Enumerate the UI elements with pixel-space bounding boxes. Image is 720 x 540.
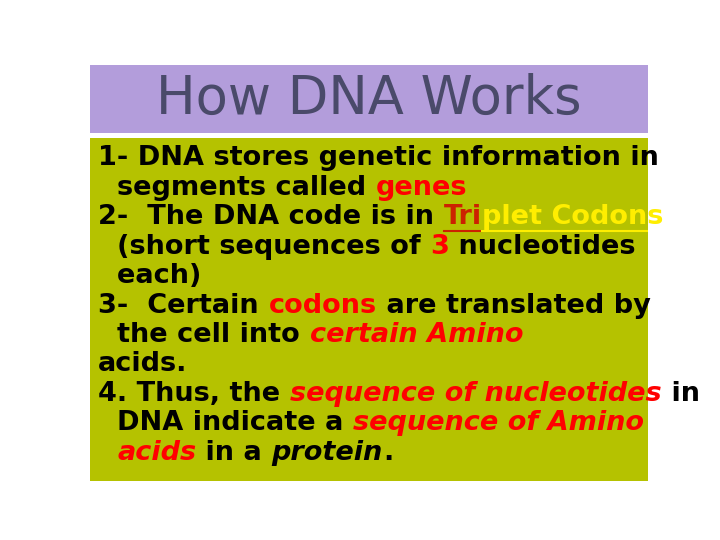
Text: nucleotides: nucleotides (449, 234, 636, 260)
Text: acids.: acids. (99, 352, 188, 377)
Text: certain Amino: certain Amino (310, 322, 523, 348)
Text: segments called: segments called (99, 174, 376, 201)
Text: the cell into: the cell into (99, 322, 310, 348)
Text: each): each) (99, 263, 202, 289)
Text: sequence of nucleotides: sequence of nucleotides (290, 381, 662, 407)
Text: codons: codons (269, 293, 377, 319)
Text: in a: in a (197, 440, 271, 466)
Text: plet Codons: plet Codons (482, 204, 663, 230)
Text: 4. Thus, the: 4. Thus, the (99, 381, 290, 407)
Text: 2-  The DNA code is in: 2- The DNA code is in (99, 204, 444, 230)
Text: 1- DNA stores genetic information in: 1- DNA stores genetic information in (99, 145, 660, 171)
Text: 3: 3 (431, 234, 449, 260)
Text: protein: protein (271, 440, 383, 466)
FancyBboxPatch shape (90, 138, 648, 481)
Text: are translated by: are translated by (377, 293, 650, 319)
Text: acids: acids (117, 440, 197, 466)
FancyBboxPatch shape (90, 65, 648, 481)
Text: in: in (662, 381, 700, 407)
Text: (short sequences of: (short sequences of (99, 234, 431, 260)
Text: genes: genes (376, 174, 467, 201)
Text: 3-  Certain: 3- Certain (99, 293, 269, 319)
Text: .: . (383, 440, 393, 466)
FancyBboxPatch shape (90, 65, 648, 133)
Text: How DNA Works: How DNA Works (156, 73, 582, 125)
Text: DNA indicate a: DNA indicate a (99, 410, 354, 436)
Text: sequence of Amino: sequence of Amino (354, 410, 644, 436)
Text: Tri: Tri (444, 204, 482, 230)
